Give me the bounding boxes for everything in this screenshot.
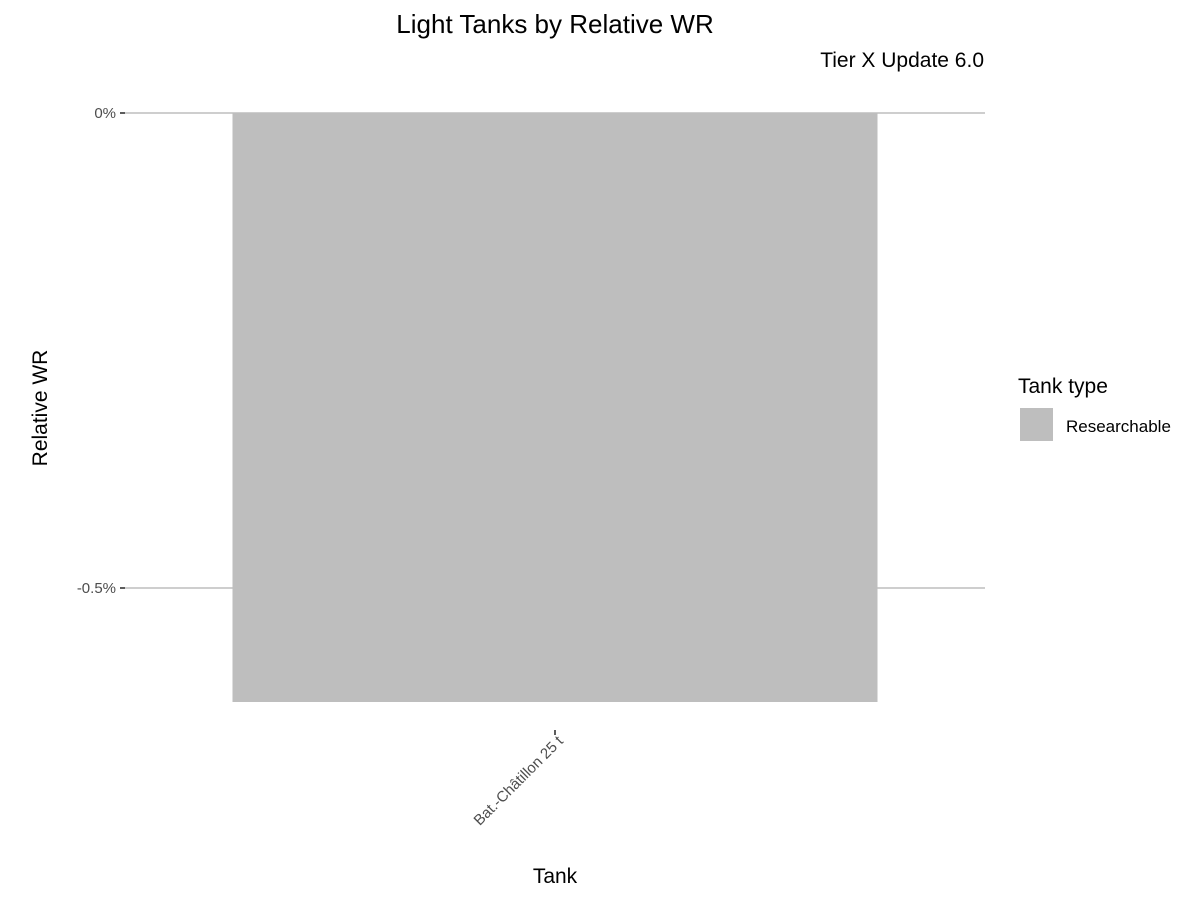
legend: Tank type Researchable [1018, 375, 1171, 441]
bars [232, 113, 878, 702]
legend-swatch [1020, 408, 1053, 441]
bar [232, 113, 878, 702]
y-tick-label: 0% [94, 105, 116, 122]
x-axis: Bat.-Châtillon 25 t [470, 730, 567, 829]
x-axis-title: Tank [533, 865, 578, 888]
chart-title: Light Tanks by Relative WR [396, 9, 713, 39]
chart-subtitle: Tier X Update 6.0 [820, 49, 984, 72]
x-tick-label: Bat.-Châtillon 25 t [470, 732, 567, 829]
y-tick-label: -0.5% [77, 580, 116, 597]
y-axis-title: Relative WR [29, 350, 52, 467]
y-axis: 0% -0.5% [77, 105, 125, 597]
legend-label: Researchable [1066, 417, 1171, 436]
legend-title: Tank type [1018, 375, 1108, 398]
